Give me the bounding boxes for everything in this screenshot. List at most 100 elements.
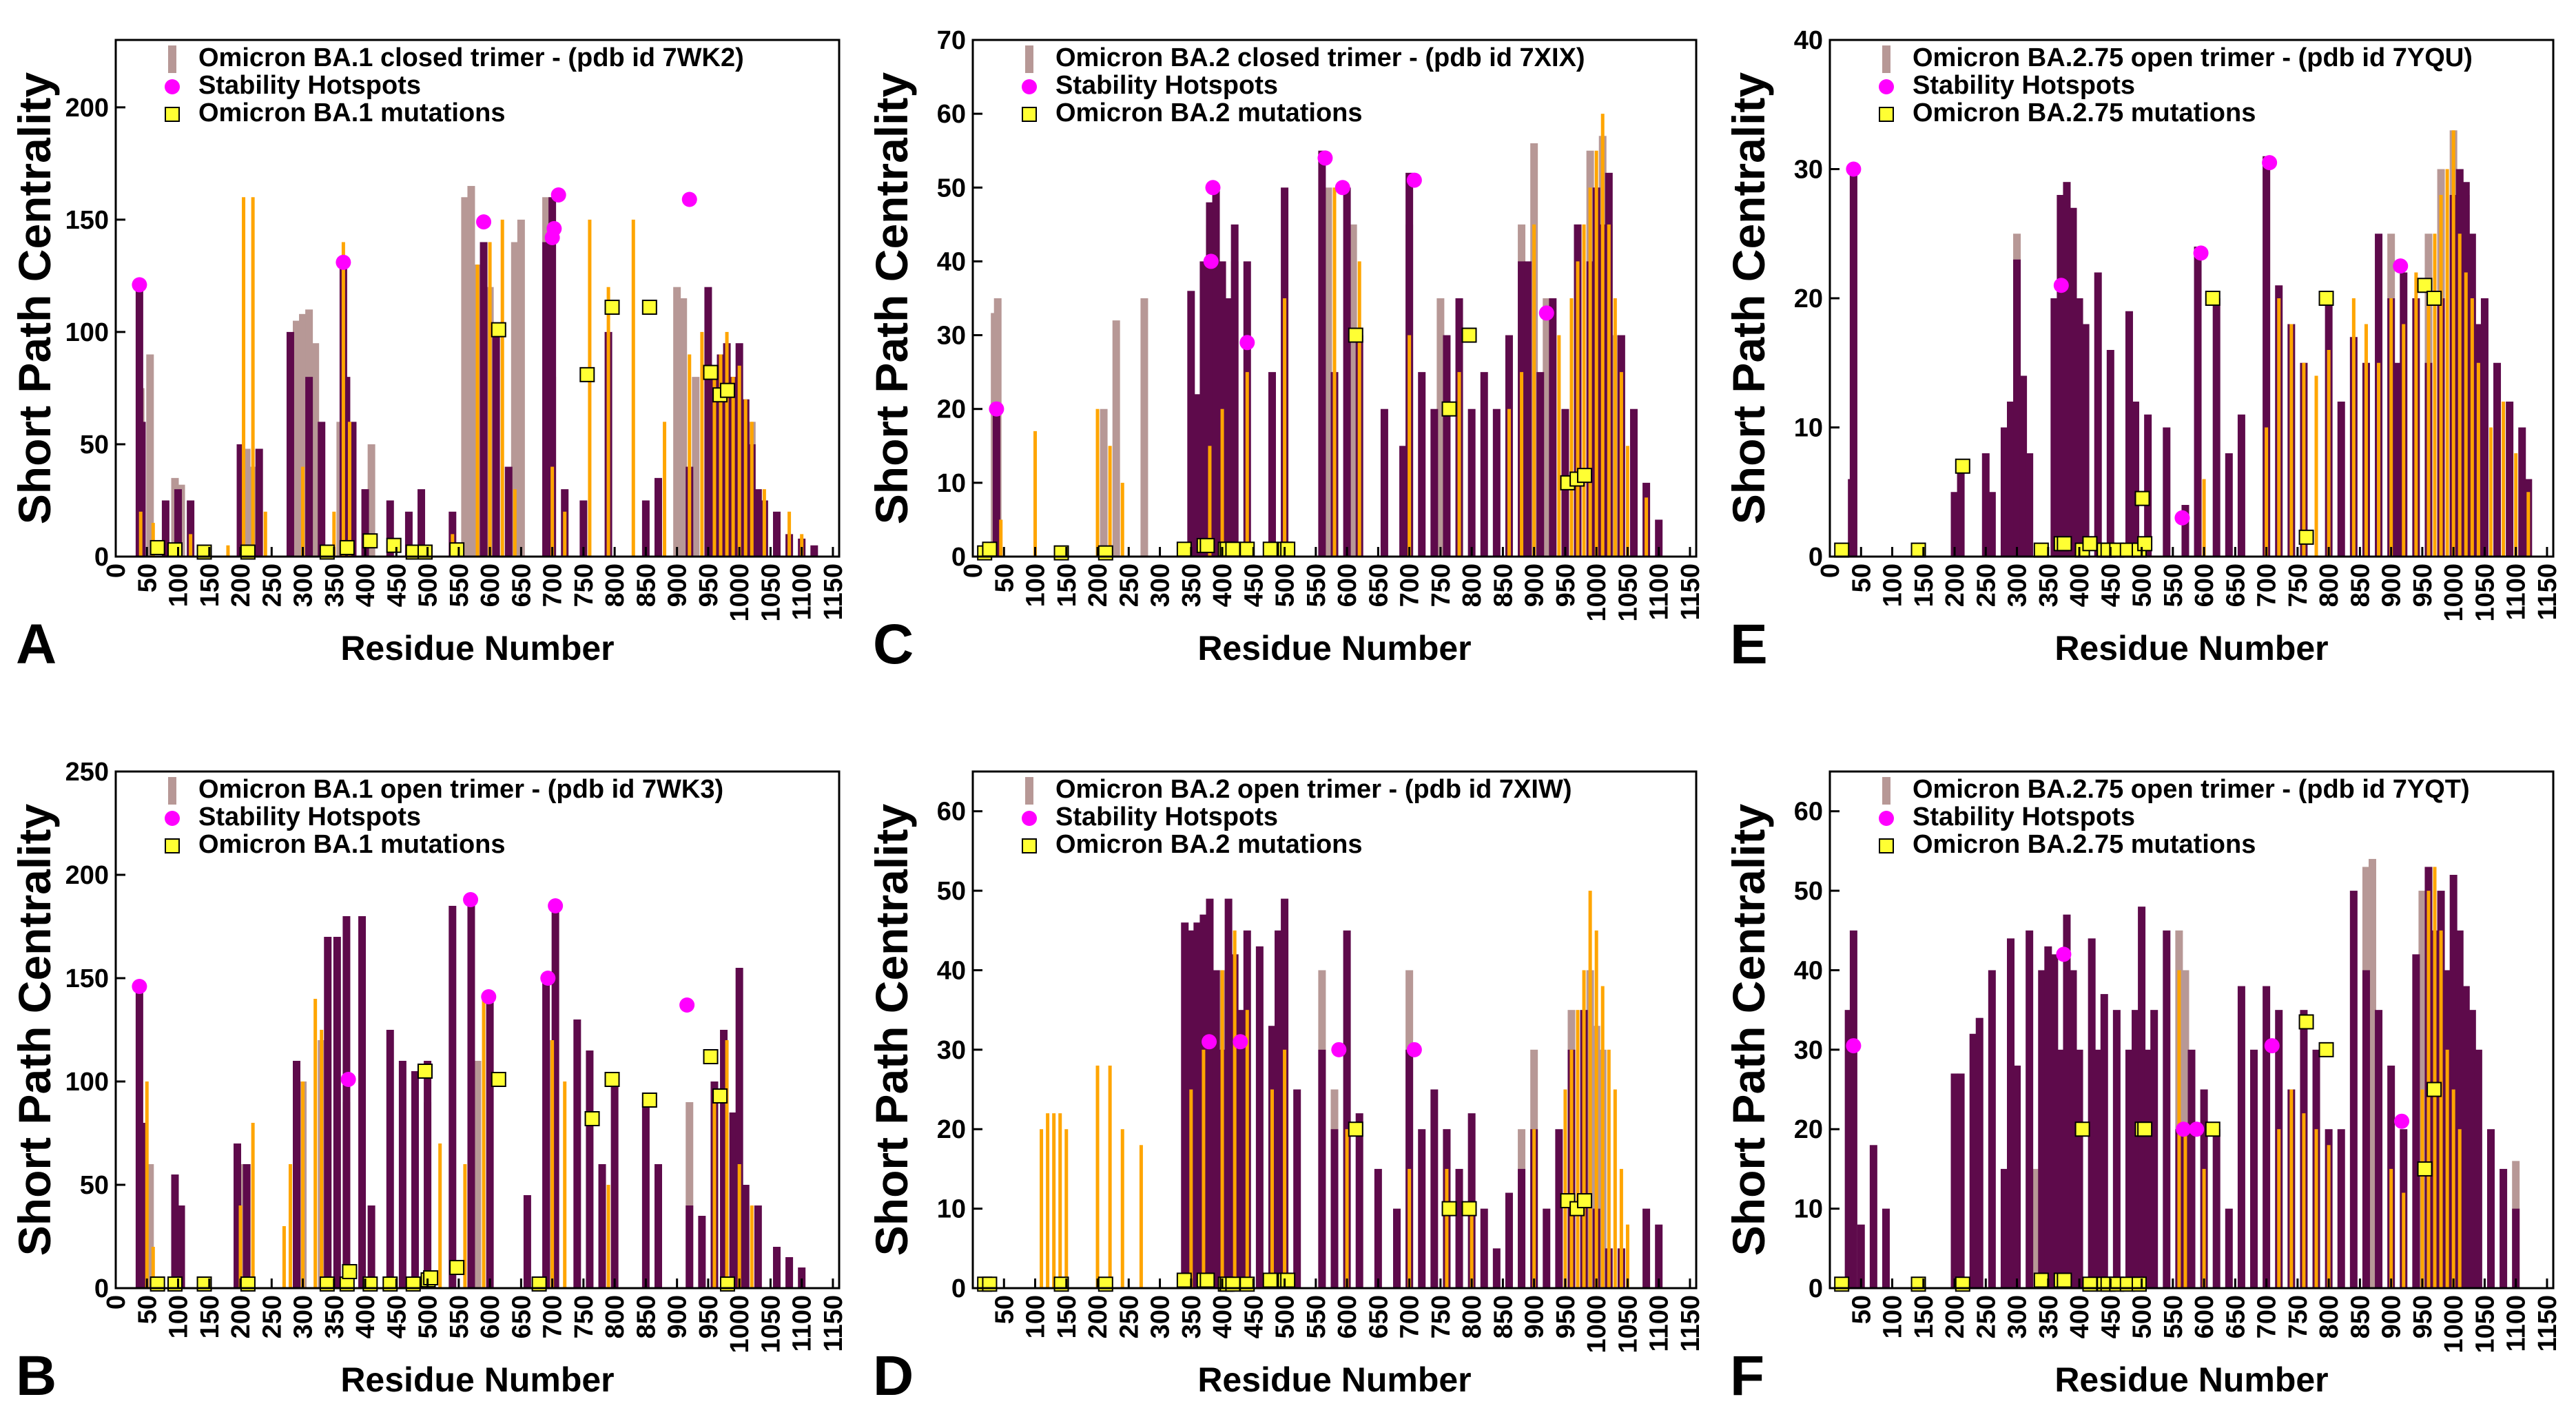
y-axis-title: Short Path Centrality: [1723, 72, 1774, 525]
hotspot-point: [1538, 305, 1554, 321]
x-tick-label: 250: [258, 563, 287, 607]
bar: [2277, 1129, 2281, 1288]
bar: [1270, 1089, 1274, 1288]
x-tick-label: 750: [1427, 563, 1456, 607]
legend-bar-icon: [168, 45, 176, 73]
bar: [1443, 335, 1451, 557]
y-tick-label: 50: [937, 174, 966, 203]
bar: [735, 968, 743, 1288]
bar: [712, 1102, 717, 1288]
x-tick-label: 500: [414, 563, 443, 607]
hotspot-point: [679, 997, 695, 1013]
legend-label: Stability Hotspots: [1913, 803, 2135, 831]
x-tick-label: 50: [133, 1295, 162, 1324]
x-tick-label: 550: [2159, 1295, 2188, 1338]
y-axis-title: Short Path Centrality: [9, 804, 60, 1256]
bar: [1988, 492, 1996, 557]
bar: [1418, 372, 1426, 557]
x-tick-label: 350: [2034, 563, 2063, 607]
bar: [698, 1216, 706, 1288]
x-tick-label: 700: [539, 1295, 568, 1338]
y-tick-label: 0: [1809, 1274, 1823, 1303]
x-tick-label: 100: [1879, 563, 1908, 607]
x-tick-label: 500: [1271, 563, 1300, 607]
x-tick-label: 500: [414, 1295, 443, 1338]
bar: [704, 287, 712, 557]
x-tick-label: 450: [2096, 563, 2125, 607]
x-tick-label: 550: [445, 563, 474, 607]
bar: [743, 399, 748, 557]
mutation-point: [604, 1072, 620, 1087]
mutation-point: [2426, 291, 2442, 306]
bar: [386, 500, 394, 557]
x-tick-label: 1050: [756, 1295, 785, 1354]
y-tick-label: 10: [1794, 1195, 1823, 1224]
bar: [1857, 1224, 1865, 1288]
bar: [486, 999, 494, 1288]
bar: [2393, 362, 2402, 557]
x-tick-label: 250: [258, 1295, 287, 1338]
bar: [1505, 1192, 1513, 1288]
mutation-point: [604, 300, 620, 315]
bar: [1430, 408, 1439, 557]
bar: [2088, 938, 2096, 1288]
bar: [737, 1164, 741, 1288]
y-tick-label: 40: [937, 956, 966, 985]
bar: [2493, 362, 2502, 557]
bar: [2451, 1089, 2455, 1288]
bar: [286, 331, 294, 557]
x-tick-label: 700: [1396, 1295, 1425, 1338]
x-tick-label: 150: [196, 563, 225, 607]
bar: [1255, 946, 1264, 1288]
bar: [2138, 907, 2146, 1288]
mutation-point: [982, 541, 998, 557]
bar: [785, 1257, 794, 1288]
plot-frame: [971, 770, 1698, 1290]
bar: [2007, 402, 2015, 557]
hotspot-point: [1205, 180, 1221, 196]
bar: [2457, 1129, 2462, 1288]
bar: [1988, 970, 1996, 1288]
y-tick-label: 30: [937, 322, 966, 351]
x-tick-label: 200: [1941, 1295, 1970, 1338]
bar: [263, 511, 267, 557]
mutation-point: [1280, 1272, 1296, 1288]
bar: [2337, 402, 2345, 557]
series-orange-bars: [1040, 891, 1629, 1288]
bar: [1492, 408, 1501, 557]
bar: [641, 1102, 650, 1288]
x-tick-label: 400: [2065, 1295, 2094, 1338]
y-tick-label: 0: [94, 543, 109, 572]
bar: [226, 545, 230, 557]
x-tick-label: 350: [320, 1295, 349, 1338]
bar: [461, 197, 469, 557]
bar: [1536, 372, 1545, 557]
bar: [2486, 1129, 2495, 1288]
x-tick-label: 650: [1364, 563, 1393, 607]
mutation-point: [2417, 278, 2433, 293]
bar: [2050, 954, 2059, 1288]
bar: [511, 242, 519, 557]
bar: [2451, 130, 2455, 557]
bar: [1582, 224, 1586, 557]
bar: [293, 1061, 300, 1288]
x-tick-label: 400: [351, 1295, 380, 1338]
hotspot-point: [132, 979, 147, 994]
bar: [2512, 1208, 2520, 1288]
bar: [1120, 482, 1124, 557]
bar: [1408, 335, 1412, 557]
x-tick-label: 1150: [1676, 563, 1705, 620]
mutation-point: [167, 542, 183, 558]
bar: [1569, 1049, 1574, 1288]
bar: [1139, 1145, 1143, 1288]
series-purple-bars: [135, 900, 806, 1288]
bar: [2514, 453, 2518, 557]
x-tick-label: 750: [1427, 1295, 1456, 1338]
x-tick-label: 600: [1333, 563, 1362, 607]
bar: [1549, 298, 1557, 557]
bar: [1600, 986, 1605, 1288]
bar: [542, 242, 550, 557]
x-tick-label: 0: [102, 563, 131, 578]
